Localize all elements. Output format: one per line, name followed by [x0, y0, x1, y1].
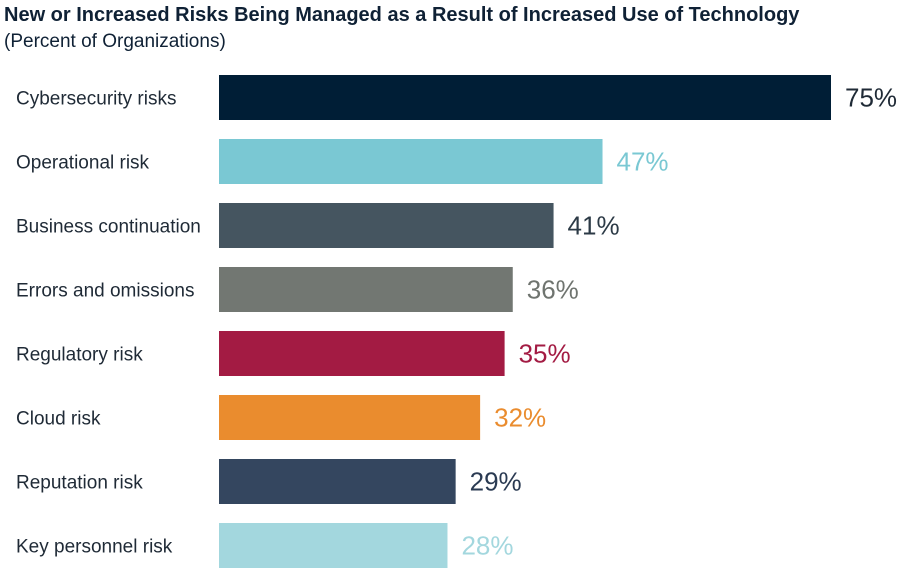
value-label: 35% — [519, 339, 571, 369]
value-label: 29% — [470, 467, 522, 497]
category-label: Cloud risk — [16, 409, 101, 430]
category-label: Errors and omissions — [16, 281, 194, 302]
category-label: Key personnel risk — [16, 537, 173, 558]
bar — [219, 395, 481, 440]
bar — [219, 75, 831, 120]
category-label: Cybersecurity risks — [16, 89, 176, 110]
value-label: 36% — [527, 275, 579, 305]
value-label: 47% — [617, 147, 669, 177]
category-label: Business continuation — [16, 217, 201, 238]
value-label: 75% — [845, 83, 897, 113]
value-label: 28% — [461, 531, 513, 561]
bar — [219, 331, 505, 376]
value-label: 32% — [494, 403, 546, 433]
category-label: Regulatory risk — [16, 345, 143, 366]
chart-title: New or Increased Risks Being Managed as … — [4, 4, 800, 26]
category-label: Operational risk — [16, 153, 150, 174]
bar — [219, 267, 513, 312]
bars-layer: Cybersecurity risks 75% Operational risk 47… — [16, 75, 897, 568]
bar — [219, 459, 456, 504]
bar — [219, 523, 448, 568]
bar — [219, 203, 554, 248]
chart-subtitle: (Percent of Organizations) — [4, 31, 226, 52]
category-label: Reputation risk — [16, 473, 143, 494]
value-label: 41% — [568, 211, 620, 241]
bar — [219, 139, 603, 184]
